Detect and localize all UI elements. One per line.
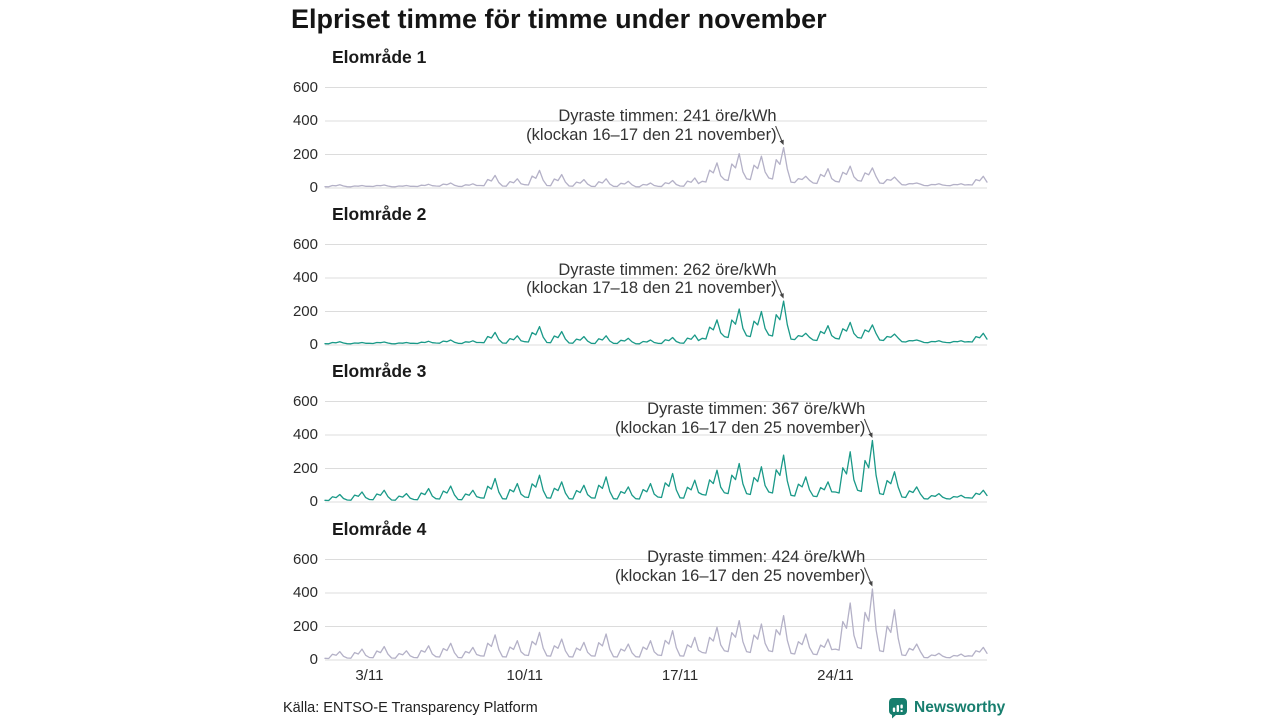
- y-tick-label: 400: [292, 584, 318, 601]
- y-tick-label: 0: [309, 493, 318, 510]
- y-tick-label: 0: [309, 336, 318, 353]
- page-title: Elpriset timme för timme under november: [291, 4, 827, 34]
- subplot-1-line-chart: [324, 87, 988, 189]
- y-tick-label: 600: [292, 550, 318, 568]
- annotation-line: Dyraste timmen: 262 öre/kWh: [558, 260, 777, 279]
- annotation-line: (klockan 16–17 den 25 november): [614, 418, 866, 437]
- subplot-4-peak-annotation: Dyraste timmen: 424 öre/kWh (klockan 16–…: [615, 548, 865, 585]
- annotation-line: (klockan 16–17 den 21 november): [526, 125, 777, 144]
- subplot-2-peak-annotation: Dyraste timmen: 262 öre/kWh (klockan 17–…: [526, 261, 776, 298]
- subplot-3-title: Elområde 3: [332, 361, 427, 381]
- subplot-2-title: Elområde 2: [332, 204, 427, 224]
- y-tick-label: 0: [309, 651, 318, 668]
- y-tick-label: 400: [292, 112, 318, 129]
- y-tick-label: 600: [292, 78, 318, 96]
- y-tick-label: 200: [292, 617, 318, 635]
- subplot-2-line-chart: [324, 244, 988, 346]
- subplot-4-line-chart: [324, 559, 988, 661]
- subplot-1-peak-annotation: Dyraste timmen: 241 öre/kWh (klockan 16–…: [526, 107, 776, 144]
- source-attribution: Källa: ENTSO-E Transparency Platform: [283, 700, 538, 716]
- subplot-1-title: Elområde 1: [332, 47, 427, 67]
- annotation-line: Dyraste timmen: 424 öre/kWh: [647, 548, 866, 567]
- x-tick-label: 17/11: [661, 667, 699, 684]
- subplot-4-title: Elområde 4: [332, 519, 427, 539]
- annotation-line: (klockan 16–17 den 25 november): [614, 566, 866, 585]
- y-tick-label: 600: [292, 235, 318, 253]
- x-tick-label: 10/11: [506, 667, 543, 684]
- y-tick-label: 400: [292, 269, 318, 286]
- y-tick-label: 0: [309, 179, 318, 196]
- annotation-line: Dyraste timmen: 367 öre/kWh: [647, 400, 866, 419]
- newsworthy-wordmark: Newsworthy: [914, 699, 1006, 716]
- x-tick-label: 3/11: [355, 667, 384, 684]
- y-tick-label: 200: [292, 145, 318, 163]
- subplot-3-line-chart: [324, 401, 988, 503]
- newsworthy-logo: Newsworthy: [888, 697, 1005, 719]
- newsworthy-barchart-icon: [889, 698, 907, 719]
- y-tick-label: 200: [292, 459, 318, 477]
- y-tick-label: 400: [292, 426, 318, 443]
- annotation-line: (klockan 17–18 den 21 november): [526, 279, 777, 298]
- y-tick-label: 200: [292, 302, 318, 320]
- x-tick-label: 24/11: [817, 667, 854, 684]
- annotation-line: Dyraste timmen: 241 öre/kWh: [558, 107, 777, 126]
- y-tick-label: 600: [292, 392, 318, 410]
- subplot-3-peak-annotation: Dyraste timmen: 367 öre/kWh (klockan 16–…: [615, 400, 865, 437]
